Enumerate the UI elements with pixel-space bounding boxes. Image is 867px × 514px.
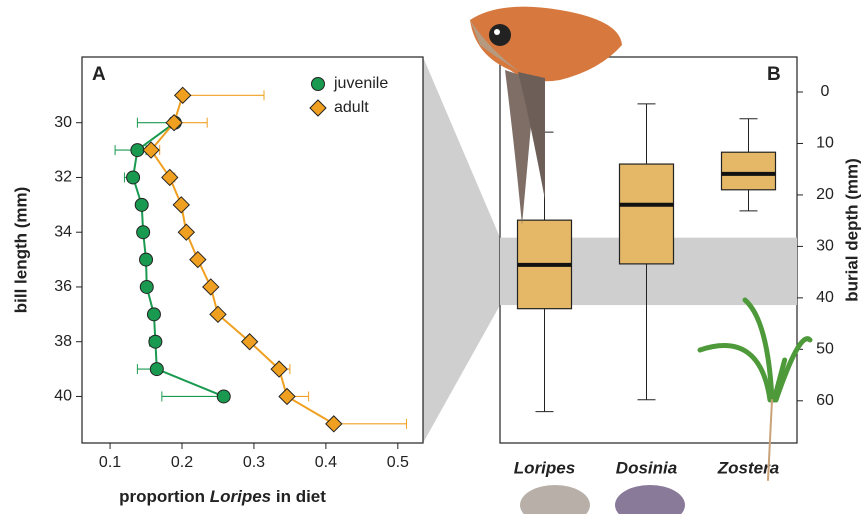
- box: [720, 151, 777, 191]
- point: [139, 279, 154, 294]
- panel-label: A: [92, 64, 106, 85]
- point: [142, 141, 160, 159]
- point: [278, 387, 296, 406]
- x-tick-label: 0.5: [387, 454, 409, 471]
- y-tick-label: 32: [54, 169, 72, 186]
- panel-a-frame: [81, 56, 424, 444]
- point: [165, 113, 183, 132]
- x-axis-label: proportion Loripes in diet: [119, 487, 326, 506]
- point: [126, 170, 141, 185]
- x-tick-label: Zostera: [717, 458, 779, 477]
- label-part: Loripes: [210, 487, 271, 506]
- y-tick-label: 60: [816, 392, 834, 409]
- legend-marker: [309, 99, 327, 117]
- point: [134, 197, 149, 212]
- point: [216, 389, 231, 404]
- point: [149, 362, 164, 377]
- x-tick-label: 0.4: [315, 454, 337, 471]
- point: [136, 225, 151, 240]
- point: [240, 333, 259, 351]
- panel-b: B 0 10 20 30 40 50 60 burial depth (mm) Loripes Do…: [500, 64, 861, 477]
- box: [618, 163, 675, 265]
- point: [270, 360, 288, 378]
- panel-a: A 0.1 0.2 0.3 0.4 0.5 30 32 34 36 38 40 proportion L…: [11, 64, 409, 506]
- point: [325, 415, 343, 433]
- y-tick-label: 34: [54, 223, 72, 240]
- bird-illustration: [470, 6, 622, 225]
- legend-label: adult: [334, 99, 369, 116]
- point: [161, 168, 179, 187]
- x-tick-label: Dosinia: [616, 458, 677, 477]
- seagrass-illustration: [697, 297, 813, 481]
- y-tick-label: 40: [54, 388, 72, 405]
- point: [148, 334, 163, 349]
- y-tick-label: 10: [816, 135, 834, 152]
- y-tick-label: 20: [816, 186, 834, 203]
- point: [177, 223, 196, 241]
- point: [174, 86, 192, 105]
- panel-label: B: [767, 64, 781, 85]
- zoom-wedge: [423, 57, 500, 443]
- point: [172, 196, 190, 214]
- x-tick-label: Loripes: [514, 458, 575, 477]
- point: [139, 252, 154, 267]
- point: [209, 305, 227, 324]
- point: [189, 250, 207, 269]
- x-tick-label: 0.1: [99, 454, 121, 471]
- y-tick-label: 30: [816, 238, 834, 255]
- point: [130, 143, 145, 158]
- y-tick-label: 50: [816, 341, 834, 358]
- y-axis-label: bill length (mm): [11, 187, 30, 314]
- y-tick-label: 40: [816, 289, 834, 306]
- label-part: in diet: [276, 487, 326, 506]
- label-part: proportion: [119, 487, 205, 506]
- y-axis-label: burial depth (mm): [842, 158, 861, 302]
- y-tick-label: 36: [54, 278, 72, 295]
- y-tick-label: 0: [821, 83, 830, 100]
- x-tick-label: 0.3: [243, 454, 265, 471]
- y-tick-label: 38: [54, 333, 72, 350]
- point: [202, 278, 220, 296]
- y-tick-label: 30: [54, 114, 72, 131]
- legend-marker: [311, 77, 325, 91]
- x-tick-label: 0.2: [171, 454, 193, 471]
- legend-label: juvenile: [333, 75, 388, 92]
- clam-illustrations: [520, 485, 685, 514]
- point: [146, 307, 161, 322]
